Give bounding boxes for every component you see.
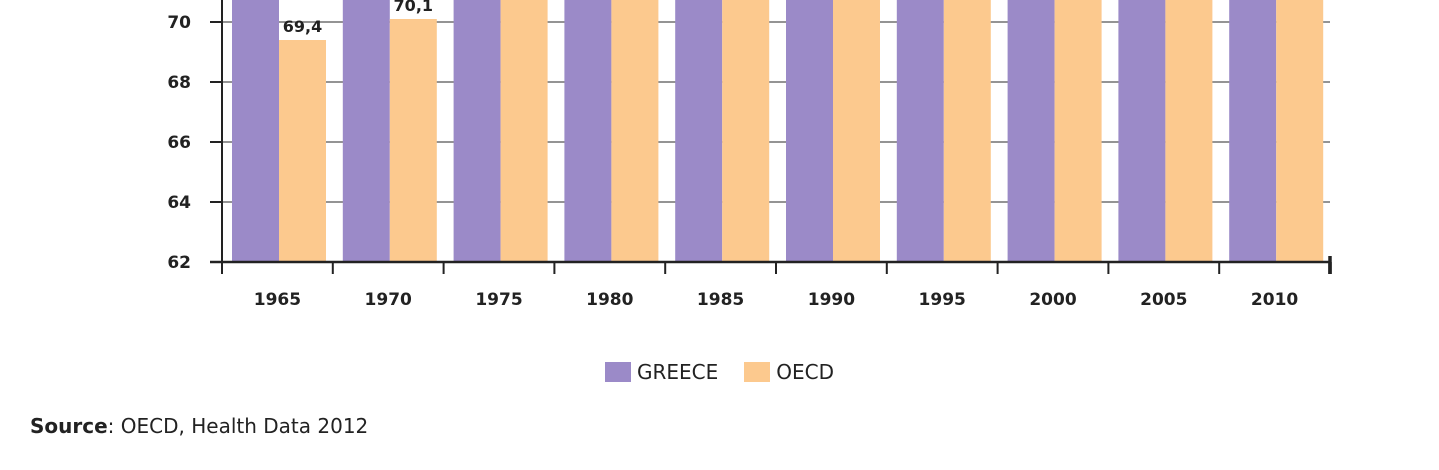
bar-oecd-1970 xyxy=(389,19,437,262)
x-tick-label: 1985 xyxy=(697,290,744,310)
bar-greece-1980 xyxy=(564,0,612,262)
y-tick-label: 62 xyxy=(167,253,191,273)
bar-oecd-1985 xyxy=(722,0,770,262)
axes xyxy=(210,0,1330,264)
bar-oecd-1975 xyxy=(500,0,548,262)
legend-label-greece: GREECE xyxy=(636,360,719,384)
bar-greece-1975 xyxy=(453,0,501,262)
data-label-oecd-1965: 69,4 xyxy=(283,17,322,36)
source-text: : OECD, Health Data 2012 xyxy=(107,414,369,438)
source-note: Source: OECD, Health Data 2012 xyxy=(30,414,368,438)
bars xyxy=(232,0,1324,262)
legend-swatch-greece xyxy=(604,362,631,382)
source-label: Source xyxy=(30,414,108,438)
x-tick-label: 2010 xyxy=(1251,290,1298,310)
data-labels: 69,4 70,1 xyxy=(283,0,433,36)
bar-chart: 69,4 70,1 62 64 66 68 70 1965 1970 1975 1980 1985… xyxy=(167,0,1332,310)
x-tick-label: 1975 xyxy=(475,290,522,310)
y-axis-ticks: 62 64 66 68 70 xyxy=(167,13,222,273)
legend: GREECE OECD xyxy=(0,360,1439,384)
bar-greece-1965 xyxy=(232,0,279,262)
bar-greece-1990 xyxy=(786,0,833,262)
y-tick-label: 68 xyxy=(167,73,191,93)
legend-item-greece: GREECE xyxy=(604,360,719,384)
bar-greece-1995 xyxy=(896,0,944,262)
x-tick-label: 1990 xyxy=(808,290,855,310)
bar-greece-2005 xyxy=(1118,0,1166,262)
bar-oecd-1980 xyxy=(611,0,659,262)
bar-oecd-2005 xyxy=(1165,0,1213,262)
x-tick-label: 1980 xyxy=(586,290,633,310)
bar-greece-2000 xyxy=(1007,0,1055,262)
y-tick-label: 64 xyxy=(167,193,191,213)
bar-greece-1985 xyxy=(675,0,723,262)
x-tick-label: 1970 xyxy=(365,290,412,310)
bar-greece-1970 xyxy=(342,0,390,262)
bar-oecd-2000 xyxy=(1054,0,1102,262)
legend-item-oecd: OECD xyxy=(744,360,834,384)
x-tick-label: 1965 xyxy=(254,290,301,310)
x-tick-label: 1995 xyxy=(919,290,966,310)
bar-oecd-1995 xyxy=(943,0,991,262)
x-tick-label: 2000 xyxy=(1029,290,1076,310)
y-tick-label: 70 xyxy=(167,13,191,33)
y-tick-label: 66 xyxy=(167,133,191,153)
x-tick-label: 2005 xyxy=(1140,290,1187,310)
legend-label-oecd: OECD xyxy=(776,360,835,384)
bar-greece-2010 xyxy=(1229,0,1277,262)
legend-swatch-oecd xyxy=(744,362,771,382)
data-label-oecd-1970: 70,1 xyxy=(394,0,433,15)
bar-oecd-2010 xyxy=(1276,0,1324,262)
bar-oecd-1990 xyxy=(833,0,880,262)
bar-oecd-1965 xyxy=(279,40,326,262)
x-axis-ticks: 1965 1970 1975 1980 1985 1990 1995 2000 2005 2010 xyxy=(221,256,1332,310)
